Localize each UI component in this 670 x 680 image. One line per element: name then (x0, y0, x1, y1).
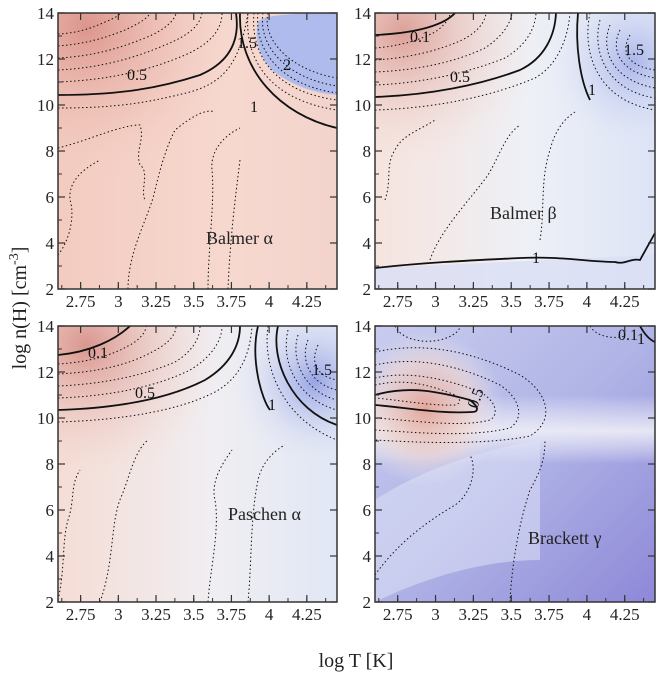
contour-label: 2 (283, 57, 291, 74)
x-tick-label: 3.75 (217, 605, 247, 624)
contour-label: 0.1 (618, 327, 638, 344)
x-tick-label: 4 (583, 605, 592, 624)
contour-label: 0.5 (450, 69, 470, 86)
y-tick-label: 4 (363, 234, 372, 253)
contour-label: 1 (588, 82, 596, 99)
x-tick-label: 4.25 (610, 292, 640, 311)
x-tick-label: 2.75 (66, 605, 96, 624)
x-tick-label: 3.75 (534, 605, 564, 624)
y-tick-label: 4 (46, 547, 55, 566)
x-tick-label: 3.25 (459, 605, 489, 624)
panel-label: Brackett γ (528, 528, 601, 548)
contour-label: 1.5 (624, 42, 644, 59)
x-tick-label: 3.25 (141, 605, 171, 624)
y-tick-label: 10 (37, 96, 54, 115)
y-tick-label: 8 (46, 142, 55, 161)
contour-lines (57, 325, 338, 603)
y-axis-label: log n(H) [cm-3] (7, 247, 31, 370)
contour-label: 1 (532, 250, 540, 267)
y-tick-label: 14 (37, 4, 55, 23)
x-tick-label: 4.25 (292, 605, 322, 624)
contour-label: 0.5 (135, 385, 155, 402)
contour-label: 1.5 (237, 35, 257, 52)
contour-lines (374, 12, 656, 269)
y-tick-label: 8 (363, 142, 372, 161)
y-tick-label: 2 (363, 280, 372, 299)
contour-label: 1 (637, 331, 645, 348)
x-tick-label: 2.75 (66, 292, 96, 311)
panel-cold-region (58, 326, 337, 602)
contour-label: 1 (250, 99, 258, 116)
x-tick-label: 4 (583, 292, 592, 311)
contour-lines (57, 12, 338, 290)
x-tick-label: 3.5 (183, 605, 204, 624)
y-tick-label: 10 (354, 96, 371, 115)
x-tick-label: 4 (265, 605, 274, 624)
y-tick-label: 2 (46, 280, 55, 299)
y-tick-label: 4 (363, 547, 372, 566)
y-tick-label: 14 (354, 317, 372, 336)
x-tick-label: 3.5 (183, 292, 204, 311)
contour-label: 1.5 (312, 362, 332, 379)
y-tick-label: 14 (37, 317, 55, 336)
contour-label: 0.5 (465, 386, 488, 411)
y-tick-label: 12 (37, 50, 54, 69)
y-tick-label: 12 (354, 50, 371, 69)
x-tick-label: 3 (114, 292, 123, 311)
x-tick-label: 3.75 (217, 292, 247, 311)
panel-low-density-region (375, 255, 655, 289)
contour-label: 1 (268, 397, 276, 414)
panel-cold-region (375, 13, 655, 289)
x-tick-label: 3.5 (501, 292, 522, 311)
x-tick-label: 3.5 (501, 605, 522, 624)
x-tick-label: 3.75 (534, 292, 564, 311)
y-tick-label: 2 (46, 593, 55, 612)
x-tick-label: 4.25 (292, 292, 322, 311)
x-tick-label: 4 (265, 292, 274, 311)
y-tick-label: 6 (363, 501, 372, 520)
panel-paschen-alpha: 0.1 0.5 1 1.5 Paschen α (57, 325, 338, 603)
panel-label: Balmer β (490, 203, 557, 223)
y-tick-label: 12 (354, 363, 371, 382)
y-tick-label: 8 (46, 455, 55, 474)
contour-lines (374, 325, 656, 603)
panel-balmer-beta: 0.1 0.5 1 1.5 1 Balmer β (374, 12, 656, 289)
contour-label: 0.1 (410, 29, 430, 46)
x-tick-label: 3.25 (141, 292, 171, 311)
y-tick-label: 14 (354, 4, 372, 23)
y-tick-label: 6 (363, 188, 372, 207)
panel-light-region (375, 440, 540, 602)
contour-label: 0.5 (127, 67, 147, 84)
panel-label: Paschen α (228, 504, 301, 524)
x-tick-label: 2.75 (383, 292, 413, 311)
y-tick-label: 10 (37, 409, 54, 428)
y-tick-label: 4 (46, 234, 55, 253)
y-tick-label: 6 (46, 188, 55, 207)
x-tick-label: 4.25 (610, 605, 640, 624)
contour-label: 0.1 (88, 345, 108, 362)
y-tick-label: 10 (354, 409, 371, 428)
x-axis-label: log T [K] (319, 650, 394, 672)
x-tick-label: 2.75 (383, 605, 413, 624)
y-tick-label: 8 (363, 455, 372, 474)
panel-brackett-gamma: 0.5 0.1 1 Brackett γ (374, 325, 656, 603)
x-tick-label: 3 (431, 292, 440, 311)
x-tick-label: 3 (431, 605, 440, 624)
panel-label: Balmer α (206, 228, 273, 248)
x-tick-label: 3 (114, 605, 123, 624)
panel-cold-region (256, 13, 337, 95)
panel-balmer-alpha: 0.5 1 1.5 2 Balmer α (57, 12, 338, 290)
x-tick-label: 3.25 (459, 292, 489, 311)
y-tick-label: 12 (37, 363, 54, 382)
y-tick-label: 6 (46, 501, 55, 520)
y-tick-label: 2 (363, 593, 372, 612)
